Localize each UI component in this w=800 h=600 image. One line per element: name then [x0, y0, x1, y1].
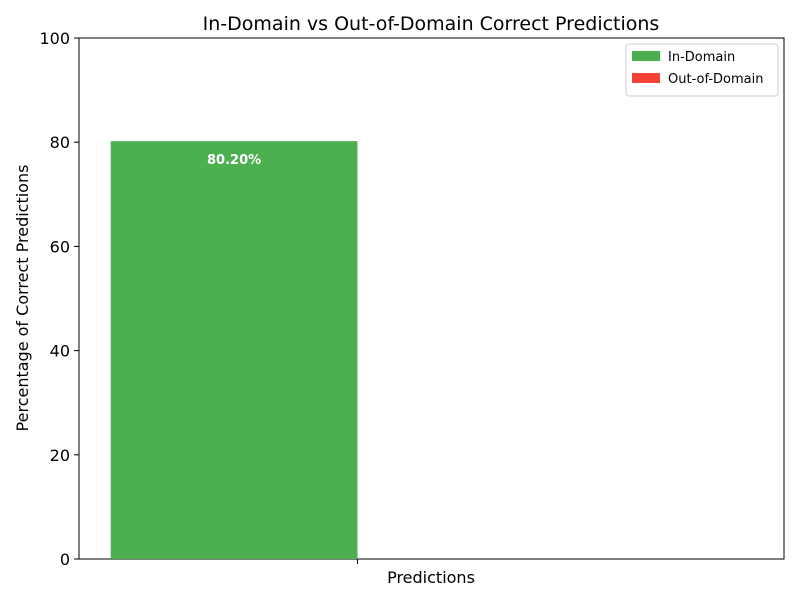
legend-label: Out-of-Domain [668, 72, 763, 87]
legend-items: In-Domain Out-of-Domain [632, 50, 763, 87]
bar-in-domain [110, 141, 358, 559]
y-tick-label: 100 [39, 29, 70, 48]
y-axis-label: Percentage of Correct Predictions [13, 165, 32, 432]
legend: In-Domain Out-of-Domain [625, 43, 779, 97]
y-tick-label: 60 [50, 237, 70, 256]
y-tick-label: 20 [50, 446, 70, 465]
bar-labels-group: 80.20% [207, 153, 261, 168]
legend-box [625, 43, 779, 97]
bars-group [110, 141, 358, 559]
y-tick-label: 80 [50, 133, 70, 152]
legend-label: In-Domain [668, 50, 735, 65]
y-tick-label: 0 [60, 550, 70, 569]
plot-area: 80.20% [78, 37, 785, 560]
y-axis-ticks: 0 20 40 60 80 100 [39, 29, 79, 569]
x-axis-label: Predictions [387, 568, 475, 587]
legend-swatch [632, 51, 660, 61]
legend-swatch [632, 73, 660, 83]
chart-title: In-Domain vs Out-of-Domain Correct Predi… [203, 13, 660, 35]
y-tick-label: 40 [50, 342, 70, 361]
bar-value-label: 80.20% [207, 153, 261, 168]
plot-frame [78, 37, 785, 560]
